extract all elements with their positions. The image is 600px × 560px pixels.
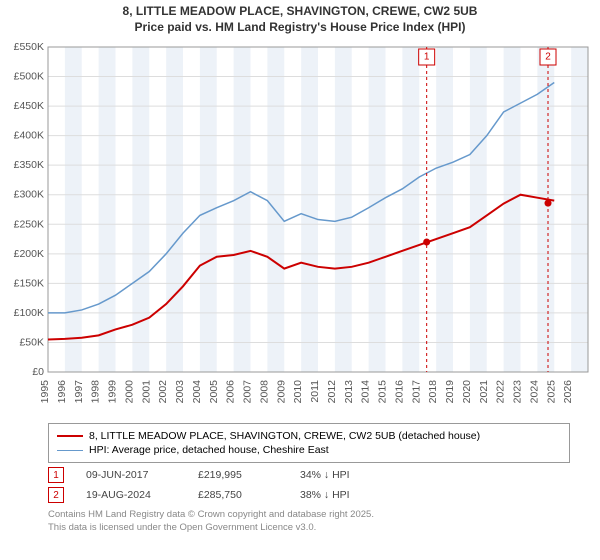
marker-date: 09-JUN-2017 [86, 469, 176, 481]
legend-row: 8, LITTLE MEADOW PLACE, SHAVINGTON, CREW… [57, 430, 561, 442]
x-tick-label: 1999 [107, 380, 119, 404]
shade-band [571, 47, 588, 372]
x-tick-label: 2009 [275, 380, 287, 404]
x-tick-label: 2014 [360, 380, 372, 404]
x-tick-label: 2020 [461, 380, 473, 404]
x-tick-label: 2018 [427, 380, 439, 404]
x-tick-label: 2015 [377, 380, 389, 404]
ref-num-2: 2 [545, 52, 551, 63]
x-tick-label: 2000 [123, 380, 135, 404]
marker-table-row: 1 09-JUN-2017 £219,995 34% ↓ HPI [48, 467, 570, 483]
x-tick-label: 2008 [258, 380, 270, 404]
title-line-1: 8, LITTLE MEADOW PLACE, SHAVINGTON, CREW… [0, 4, 600, 20]
chart-title-block: 8, LITTLE MEADOW PLACE, SHAVINGTON, CREW… [0, 0, 600, 37]
shade-band [99, 47, 116, 372]
x-tick-label: 2021 [478, 380, 490, 404]
marker-price: £219,995 [198, 469, 278, 481]
y-tick-label: £100K [14, 307, 44, 319]
y-tick-label: £500K [14, 71, 44, 83]
y-tick-label: £50K [19, 337, 44, 349]
marker-date: 19-AUG-2024 [86, 489, 176, 501]
shade-band [504, 47, 521, 372]
markers-table: 1 09-JUN-2017 £219,995 34% ↓ HPI 2 19-AUG-202… [48, 467, 570, 503]
x-tick-label: 2016 [393, 380, 405, 404]
x-tick-label: 1996 [56, 380, 68, 404]
x-tick-label: 2012 [326, 380, 338, 404]
x-tick-label: 1998 [90, 380, 102, 404]
marker-delta: 34% ↓ HPI [300, 469, 350, 481]
x-tick-label: 2010 [292, 380, 304, 404]
ref-num-1: 1 [424, 52, 430, 63]
sale-point [423, 239, 430, 246]
y-tick-label: £400K [14, 130, 44, 142]
shade-band [267, 47, 284, 372]
y-tick-label: £150K [14, 278, 44, 290]
x-tick-label: 2005 [208, 380, 220, 404]
legend-swatch [57, 435, 83, 437]
x-tick-label: 2013 [343, 380, 355, 404]
marker-price: £285,750 [198, 489, 278, 501]
shade-band [402, 47, 419, 372]
x-tick-label: 2004 [191, 380, 203, 404]
marker-badge: 2 [48, 487, 64, 503]
y-tick-label: £550K [14, 41, 44, 53]
legend-label: HPI: Average price, detached house, Ches… [89, 444, 329, 456]
legend: 8, LITTLE MEADOW PLACE, SHAVINGTON, CREW… [48, 423, 570, 463]
shade-band [166, 47, 183, 372]
chart-svg: £0 £50K £100K £150K £200K £250K £300K £350K £400… [0, 37, 600, 417]
x-tick-label: 2007 [242, 380, 254, 404]
shade-band [335, 47, 352, 372]
x-tick-label: 1997 [73, 380, 85, 404]
x-tick-label: 2001 [140, 380, 152, 404]
y-tick-label: £300K [14, 189, 44, 201]
y-tick-label: £450K [14, 100, 44, 112]
legend-label: 8, LITTLE MEADOW PLACE, SHAVINGTON, CREW… [89, 430, 480, 442]
x-tick-label: 2011 [309, 380, 321, 403]
marker-table-row: 2 19-AUG-2024 £285,750 38% ↓ HPI [48, 487, 570, 503]
x-tick-label: 2019 [444, 380, 456, 404]
x-tick-label: 1995 [39, 380, 51, 404]
shade-band [234, 47, 251, 372]
footer-line-1: Contains HM Land Registry data © Crown c… [48, 509, 570, 521]
shade-band [301, 47, 318, 372]
y-tick-label: £350K [14, 159, 44, 171]
x-tick-label: 2002 [157, 380, 169, 404]
marker-badge: 1 [48, 467, 64, 483]
marker-delta: 38% ↓ HPI [300, 489, 350, 501]
x-tick-label: 2022 [495, 380, 507, 404]
x-tick-label: 2025 [545, 380, 557, 404]
x-tick-label: 2026 [562, 380, 574, 404]
chart-area: £0 £50K £100K £150K £200K £250K £300K £350K £400… [0, 37, 600, 417]
y-tick-label: £200K [14, 248, 44, 260]
x-tick-label: 2017 [410, 380, 422, 404]
sale-point [545, 200, 552, 207]
legend-row: HPI: Average price, detached house, Ches… [57, 444, 561, 456]
x-tick-label: 2006 [225, 380, 237, 404]
shade-band [537, 47, 554, 372]
x-tick-label: 2023 [512, 380, 524, 404]
x-tick-label: 2024 [528, 380, 540, 404]
y-tick-label: £0 [32, 366, 44, 378]
footer-line-2: This data is licensed under the Open Gov… [48, 522, 570, 534]
legend-swatch [57, 450, 83, 451]
shade-band [470, 47, 487, 372]
x-tick-label: 2003 [174, 380, 186, 404]
shade-band [436, 47, 453, 372]
title-line-2: Price paid vs. HM Land Registry's House … [0, 20, 600, 36]
shade-band [65, 47, 82, 372]
footer-attribution: Contains HM Land Registry data © Crown c… [48, 509, 570, 534]
y-tick-label: £250K [14, 218, 44, 230]
shade-band [369, 47, 386, 372]
